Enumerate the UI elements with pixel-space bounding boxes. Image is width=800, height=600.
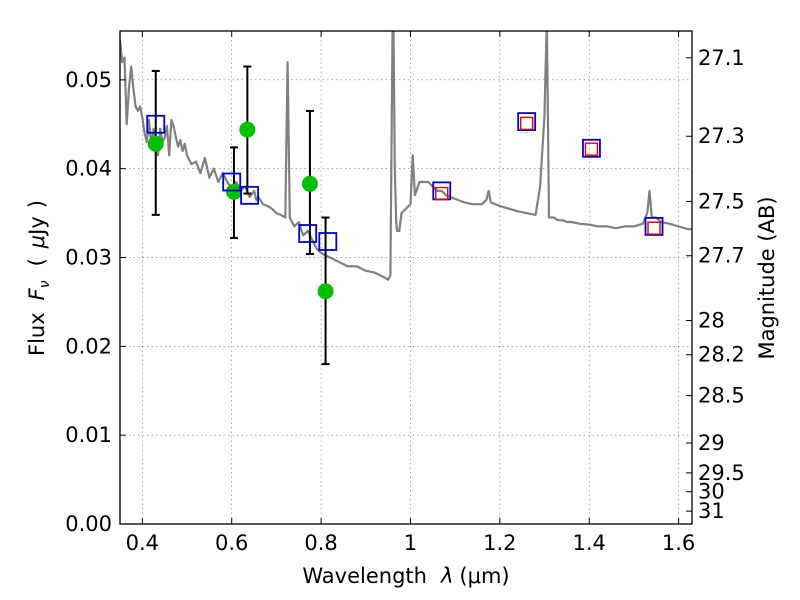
model-flux-square	[298, 224, 318, 243]
model-flux-square	[146, 114, 166, 134]
observed-flux-point	[147, 135, 164, 152]
x-tick-label: 0.8	[304, 531, 337, 555]
observed-flux-point	[317, 283, 334, 300]
model-flux-square-small	[647, 221, 661, 235]
magnitude-tick-label: 28.2	[698, 343, 745, 367]
y-tick-label: 0.05	[65, 68, 112, 92]
x-tick-label: 1.2	[483, 531, 516, 555]
y-tick-label: 0.01	[65, 423, 112, 447]
model-spectrum-line	[120, 31, 692, 281]
model-flux-square	[240, 185, 259, 205]
y-tick-label: 0.00	[65, 512, 112, 536]
model-flux-square	[644, 217, 664, 236]
magnitude-tick-label: 28	[698, 309, 725, 333]
x-tick-label: 1.6	[662, 531, 695, 555]
magnitude-tick-label: 29	[698, 431, 725, 455]
y-tick-label: 0.04	[65, 157, 112, 181]
x-tick-label: 0.4	[126, 531, 159, 555]
magnitude-tick-label: 27.1	[698, 46, 745, 70]
grid-lines	[120, 31, 692, 525]
model-flux-square	[517, 112, 537, 132]
model-flux-square-small	[584, 142, 599, 156]
model-flux-square-small	[519, 116, 534, 131]
axis-ticks: 0.4 0.6 0.8 1 1.2 1.4 1.6 0.00 0.01 0.02 0.03 0.04 0…	[65, 31, 745, 555]
x-tick-label: 1	[404, 531, 417, 555]
y-axis-label: FluxFν(μJy)	[25, 200, 53, 356]
model-flux-square-small	[435, 186, 449, 201]
y-tick-label: 0.02	[65, 334, 112, 358]
x-tick-label: 1.4	[573, 531, 606, 555]
model-flux-square	[222, 172, 242, 192]
magnitude-tick-label: 31	[698, 499, 725, 523]
magnitude-tick-label: 27.5	[698, 189, 745, 213]
magnitude-tick-label: 29.5	[698, 461, 745, 485]
magnitude-axis-label: Magnitude (AB)	[755, 196, 779, 359]
magnitude-tick-label: 28.5	[698, 384, 745, 408]
x-axis-label: Wavelength λ (μm)	[302, 564, 509, 588]
plot-frame	[119, 30, 693, 525]
magnitude-tick-label: 27.7	[698, 244, 745, 268]
observed-flux-point	[225, 183, 242, 200]
x-tick-label: 0.6	[215, 531, 248, 555]
magnitude-tick-label: 27.3	[698, 124, 745, 148]
observed-flux-point	[301, 175, 318, 192]
magnitude-tick-label: 30	[698, 480, 725, 504]
observed-flux-point	[239, 121, 256, 138]
model-flux-square	[318, 232, 338, 251]
model-flux-square	[582, 138, 601, 158]
plot-area	[120, 31, 692, 366]
y-tick-label: 0.03	[65, 246, 112, 270]
